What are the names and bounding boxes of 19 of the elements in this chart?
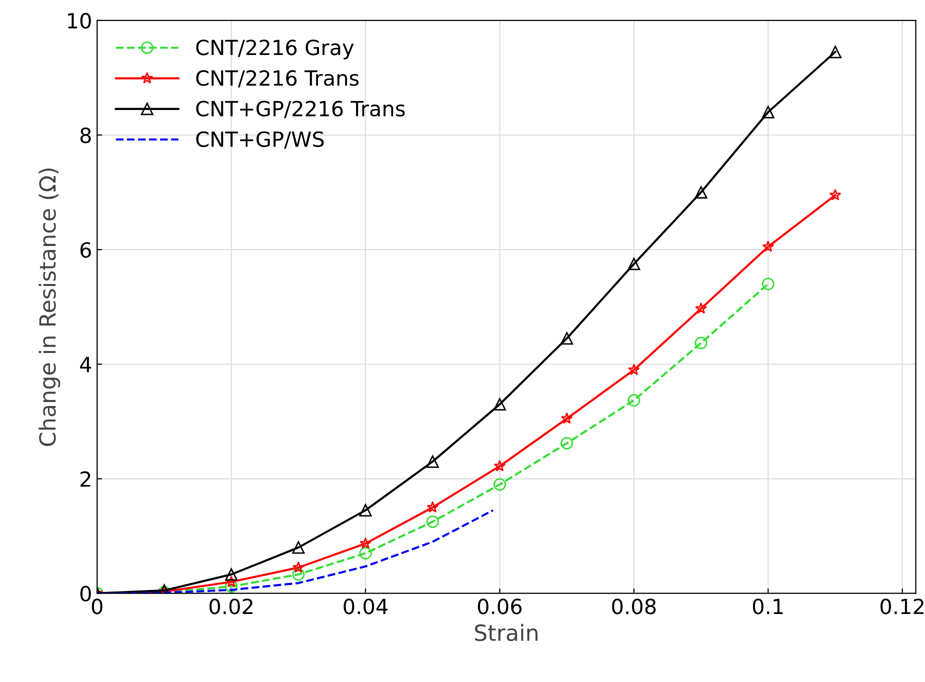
- x-axis-title: Strain: [474, 624, 538, 642]
- y-tick-label: 2: [80, 471, 90, 487]
- y-tick-label: 8: [80, 127, 91, 144]
- x-tick-label: 0.1: [752, 598, 783, 614]
- x-tick-label: 0.06: [478, 598, 522, 614]
- legend-label: CNT/2216 Trans: [196, 70, 359, 88]
- x-tick-label: 0.02: [210, 598, 252, 614]
- legend-label: CNT+GP/WS: [196, 131, 324, 149]
- x-tick-label: 0.04: [344, 598, 388, 614]
- y-tick-label: 10: [68, 12, 91, 29]
- y-tick-label: 4: [80, 356, 92, 372]
- y-axis-title: Change in Resistance (Ω): [38, 168, 60, 446]
- x-tick-label: 0: [92, 598, 102, 614]
- y-tick-label: 6: [80, 242, 91, 258]
- x-tick-label: 0.08: [612, 598, 656, 614]
- legend-label: CNT/2216 Gray: [196, 40, 354, 60]
- y-tick-label: 0: [80, 586, 91, 602]
- legend-label: CNT+GP/2216 Trans: [196, 100, 405, 118]
- x-tick-label: 0.12: [880, 598, 924, 614]
